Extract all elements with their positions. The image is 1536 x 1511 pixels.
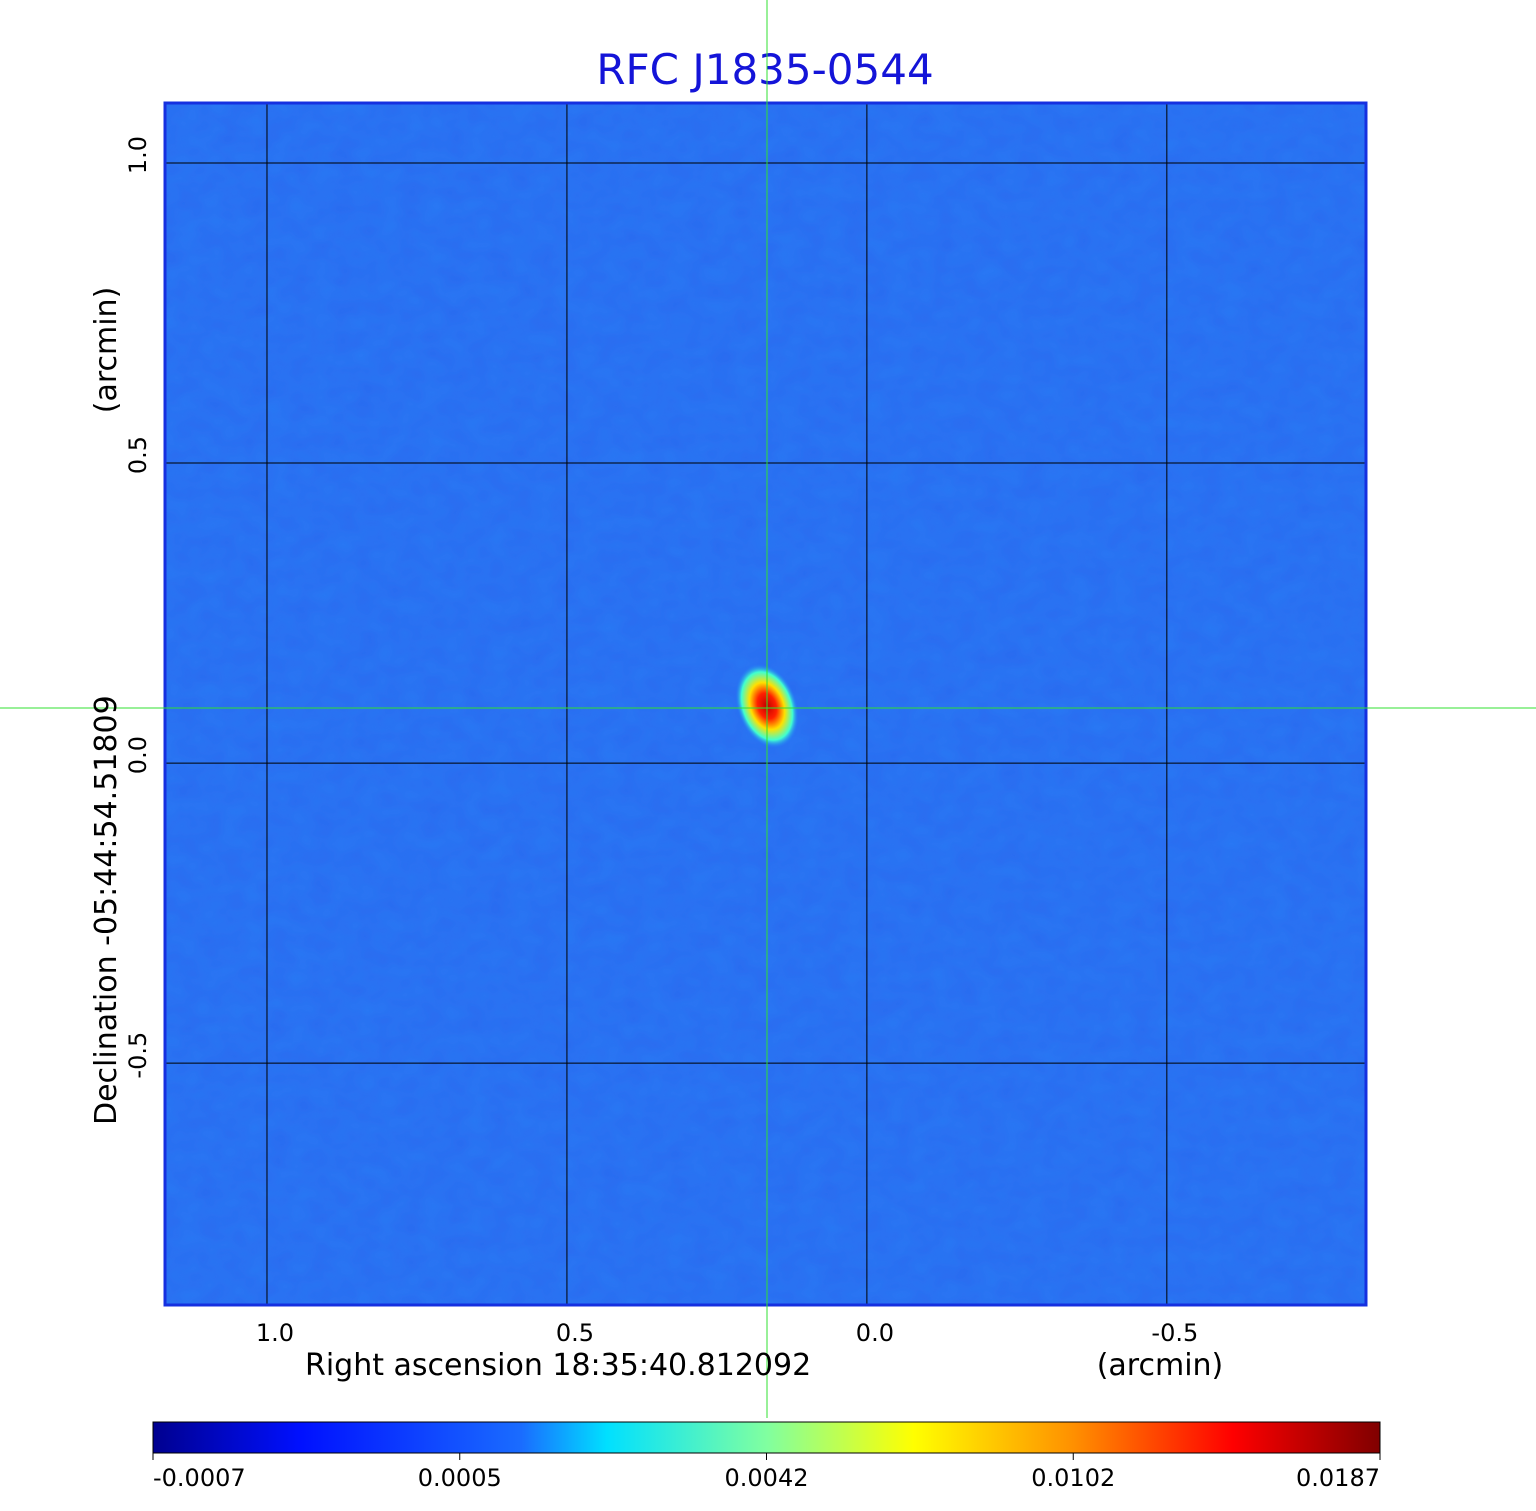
colorbar-tick-label: 0.0005 [418,1464,502,1492]
colorbar-tick-label: 0.0102 [1031,1464,1115,1492]
x-tick-label: 0.0 [856,1319,894,1347]
x-axis-label: Right ascension 18:35:40.812092 [305,1348,811,1383]
colorbar-tick-label: 0.0187 [1296,1464,1380,1492]
colorbar [152,1421,1381,1454]
colorbar-tick-label: 0.0042 [725,1464,809,1492]
x-tick-label: 1.0 [256,1319,294,1347]
colorbar-tick-label: -0.0007 [153,1464,246,1492]
x-axis-unit: (arcmin) [1097,1348,1224,1383]
x-tick-label: -0.5 [1151,1319,1198,1347]
y-axis-unit: (arcmin) [89,287,124,414]
y-tick-label: 0.0 [124,736,152,774]
y-axis-label: Declination -05:44:54.51809 [89,695,124,1125]
chart-title: RFC J1835-0544 [596,45,933,94]
y-tick-label: -0.5 [124,1032,152,1079]
y-tick-label: 0.5 [124,436,152,474]
x-tick-label: 0.5 [556,1319,594,1347]
y-tick-label: 1.0 [124,136,152,174]
plot-frame [163,101,1368,1307]
